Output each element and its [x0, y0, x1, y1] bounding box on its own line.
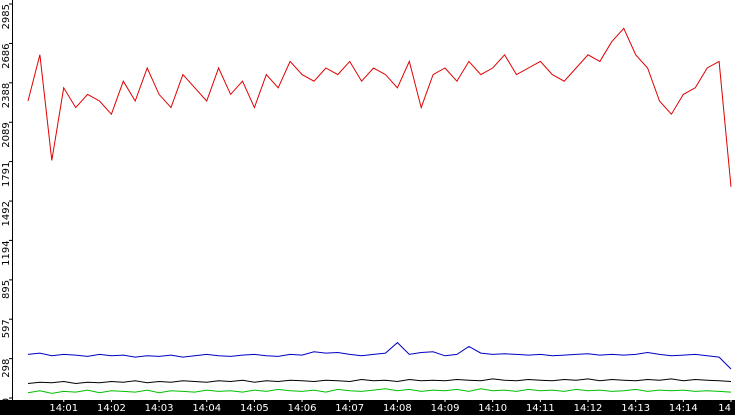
x-tick-label: 14:02 [97, 403, 126, 414]
x-tick-label: 14:07 [335, 403, 364, 414]
y-tick-label: 2089 [1, 122, 12, 147]
y-tick-label: 1194 [1, 240, 12, 265]
x-tick-label: 14:05 [240, 403, 269, 414]
x-tick-label: 14:03 [145, 403, 174, 414]
x-tick-label: 14:08 [383, 403, 412, 414]
x-tick-label: 14:11 [526, 403, 555, 414]
x-tick-label: 14:01 [49, 403, 78, 414]
x-tick-label: 14:13 [621, 403, 650, 414]
series-line [27, 341, 732, 370]
y-tick-label: 1492 [1, 201, 12, 226]
y-tick-label: 2388 [1, 83, 12, 108]
y-tick-label: 298 [1, 359, 12, 378]
x-tick-label: 14:06 [288, 403, 317, 414]
y-tick-label: 895 [1, 280, 12, 299]
series-line [27, 27, 732, 187]
series-line [27, 388, 732, 394]
x-tick-label: 14:04 [192, 403, 221, 414]
y-tick-label: 2686 [1, 43, 12, 68]
y-tick-label: 0 [1, 398, 12, 404]
x-tick-label: 14:10 [478, 403, 507, 414]
series-line [27, 378, 732, 385]
x-tick-label: 14:09 [431, 403, 460, 414]
y-tick-label: 597 [1, 319, 12, 338]
time-axis-band [0, 400, 735, 415]
y-tick-label: 1791 [1, 162, 12, 187]
x-tick-label: 14:14 [669, 403, 698, 414]
x-tick-label: 14:12 [574, 403, 603, 414]
y-tick-label: 2985 [1, 4, 12, 29]
x-tick-label: 14 [718, 403, 731, 414]
